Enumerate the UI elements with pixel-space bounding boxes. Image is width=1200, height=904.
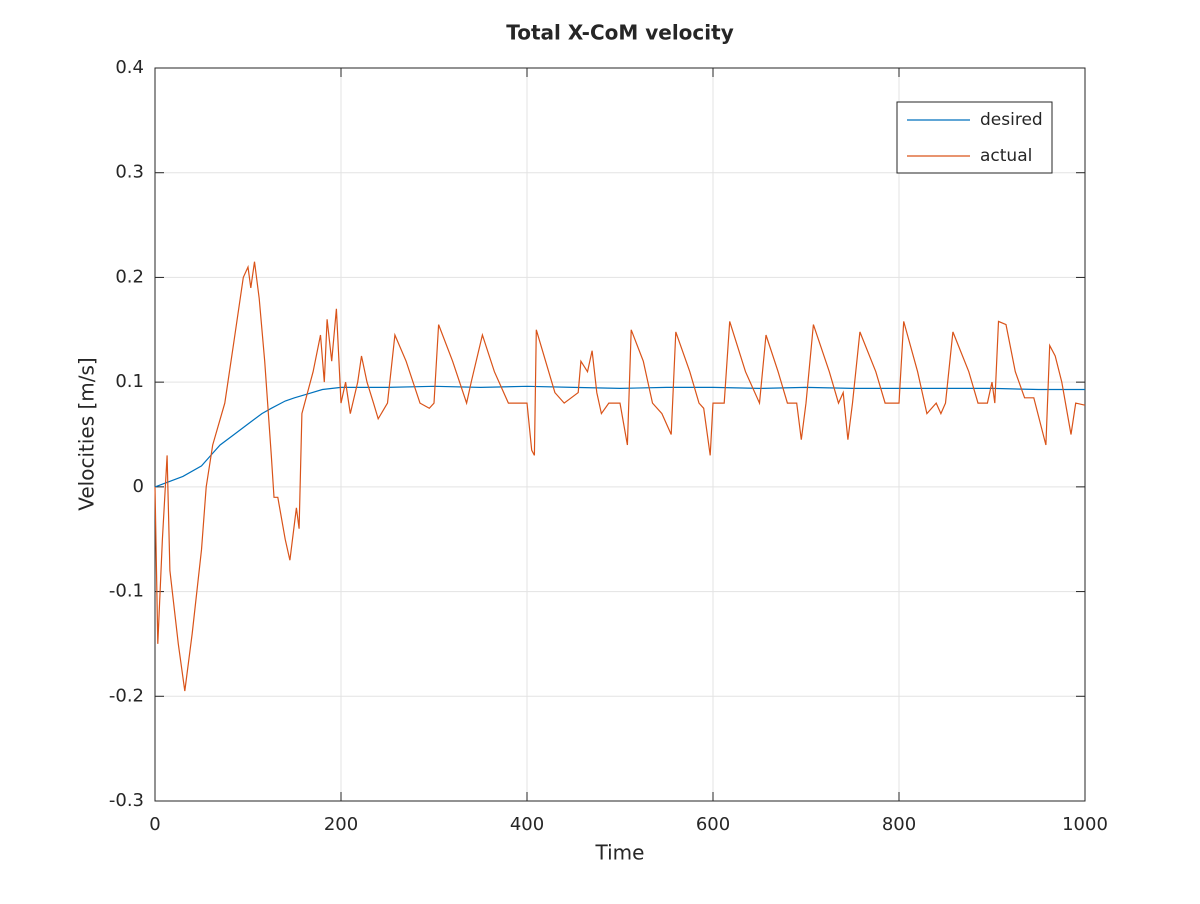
y-tick-label: 0.1: [115, 371, 144, 392]
y-tick-label: 0.2: [115, 266, 144, 287]
x-axis-label: Time: [595, 841, 645, 865]
x-tick-label: 1000: [1062, 814, 1108, 835]
y-tick-label: -0.3: [109, 790, 144, 811]
legend-label: desired: [980, 110, 1043, 130]
y-axis-label: Velocities [m/s]: [75, 357, 99, 511]
series-line: [154, 261, 1086, 692]
legend-box: [896, 101, 1053, 174]
legend-label: actual: [980, 146, 1032, 166]
y-tick-label: 0: [133, 476, 144, 497]
x-tick-label: 800: [882, 814, 916, 835]
chart-title: Total X-CoM velocity: [506, 21, 733, 45]
x-tick-label: 600: [696, 814, 730, 835]
y-tick-label: -0.1: [109, 581, 144, 602]
y-tick-label: 0.3: [115, 162, 144, 183]
x-tick-label: 400: [510, 814, 544, 835]
series-line: [154, 385, 1085, 488]
x-tick-label: 200: [324, 814, 358, 835]
y-tick-label: 0.4: [115, 57, 144, 78]
y-tick-label: -0.2: [109, 685, 144, 706]
axes-box: [154, 67, 1086, 802]
plot-area: [155, 68, 1085, 801]
x-tick-label: 0: [149, 814, 160, 835]
